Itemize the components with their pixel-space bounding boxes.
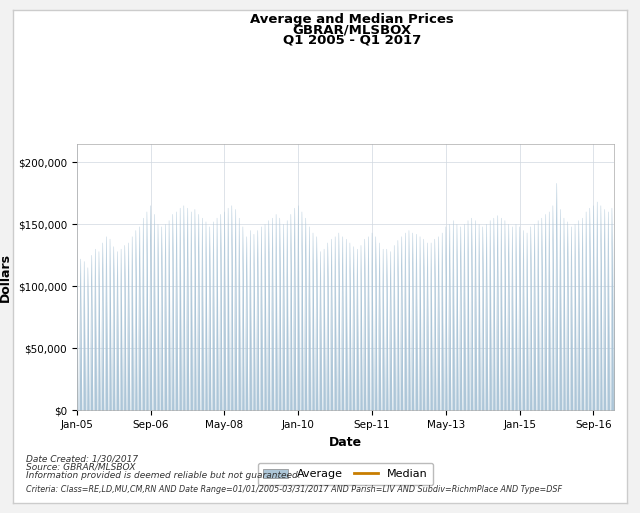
Legend: Average, Median: Average, Median	[258, 463, 433, 485]
Text: GBRAR/MLSBOX: GBRAR/MLSBOX	[292, 23, 412, 36]
X-axis label: Date: Date	[329, 436, 362, 449]
Text: Criteria: Class=RE,LD,MU,CM,RN AND Date Range=01/01/2005-03/31/2017 AND Parish=L: Criteria: Class=RE,LD,MU,CM,RN AND Date …	[26, 485, 562, 494]
Y-axis label: Dollars: Dollars	[0, 252, 12, 302]
Text: Information provided is deemed reliable but not guaranteed.: Information provided is deemed reliable …	[26, 471, 300, 481]
Text: Date Created: 1/30/2017: Date Created: 1/30/2017	[26, 454, 138, 463]
Text: Q1 2005 - Q1 2017: Q1 2005 - Q1 2017	[283, 33, 421, 46]
Text: Average and Median Prices: Average and Median Prices	[250, 13, 454, 26]
Text: Source: GBRAR/MLSBOX: Source: GBRAR/MLSBOX	[26, 463, 135, 472]
